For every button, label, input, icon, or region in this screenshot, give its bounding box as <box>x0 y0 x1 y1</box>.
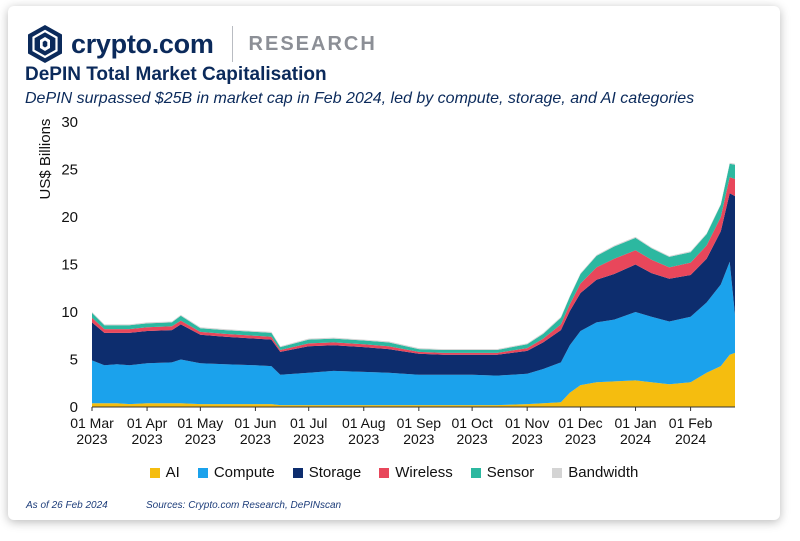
x-tick-label: 2023 <box>76 431 107 447</box>
x-tick-label: 01 Jun <box>234 415 276 431</box>
area-storage <box>92 193 735 376</box>
y-tick-label: 20 <box>61 209 78 226</box>
legend-swatch <box>197 467 208 478</box>
x-tick-label: 2023 <box>293 431 324 447</box>
x-tick-label: 01 Dec <box>558 415 602 431</box>
legend-item-wireless: Wireless <box>379 464 453 481</box>
area-compute <box>92 261 735 406</box>
area-wireless <box>92 177 735 355</box>
y-tick-label: 10 <box>61 304 78 321</box>
y-tick-label: 30 <box>61 114 78 131</box>
x-tick-label: 2023 <box>403 431 434 447</box>
legend-label: Bandwidth <box>568 464 639 481</box>
x-tick-label: 01 May <box>177 415 223 431</box>
y-tick-label: 15 <box>61 257 78 274</box>
x-tick-label: 01 Mar <box>70 415 114 431</box>
legend-swatch <box>470 467 481 478</box>
y-axis-label: US$ Billions <box>37 119 54 200</box>
legend-item-ai: AI <box>149 464 180 481</box>
y-tick-label: 5 <box>70 352 78 369</box>
x-tick-label: 2023 <box>457 431 488 447</box>
legend-swatch <box>149 467 160 478</box>
legend-swatch <box>292 467 303 478</box>
crypto-com-logo-icon <box>28 25 62 63</box>
legend-item-storage: Storage <box>292 464 362 481</box>
legend-label: AI <box>165 464 180 481</box>
y-tick-label: 25 <box>61 162 78 179</box>
x-tick-label: 2023 <box>348 431 379 447</box>
legend-swatch <box>552 467 563 478</box>
x-tick-label: 01 Apr <box>127 415 168 431</box>
chart-card: crypto.com RESEARCH DePIN Total Market C… <box>8 6 780 520</box>
sources-note: Sources: Crypto.com Research, DePINscan <box>146 500 342 511</box>
chart-legend: AI Compute Storage Wireless Sensor Bandwidth <box>8 464 780 481</box>
brand-subtitle: RESEARCH <box>248 32 377 55</box>
legend-label: Wireless <box>395 464 453 481</box>
x-tick-label: 2023 <box>565 431 596 447</box>
chart-title: DePIN Total Market Capitalisation <box>25 64 327 85</box>
stacked-areas <box>92 162 735 407</box>
x-tick-label: 2023 <box>185 431 216 447</box>
x-tick-label: 01 Feb <box>669 415 713 431</box>
legend-label: Storage <box>308 464 362 481</box>
legend-item-compute: Compute <box>197 464 275 481</box>
legend-label: Sensor <box>486 464 535 481</box>
x-tick-label: 2023 <box>512 431 543 447</box>
x-tick-label: 01 Jan <box>615 415 657 431</box>
as-of-note: As of 26 Feb 2024 <box>26 500 108 511</box>
x-tick-label: 2023 <box>131 431 162 447</box>
y-tick-label: 0 <box>70 399 78 416</box>
chart-subtitle: DePIN surpassed $25B in market cap in Fe… <box>25 90 695 107</box>
x-tick-label: 01 Oct <box>451 415 492 431</box>
x-tick-label: 01 Nov <box>505 415 549 431</box>
x-tick-label: 01 Jul <box>290 415 327 431</box>
legend-label: Compute <box>213 464 275 481</box>
legend-item-sensor: Sensor <box>470 464 535 481</box>
x-tick-label: 01 Aug <box>342 415 386 431</box>
x-tick-label: 2024 <box>620 431 651 447</box>
area-sensor <box>92 163 735 353</box>
brand-name: crypto.com <box>71 28 214 59</box>
legend-swatch <box>379 467 390 478</box>
x-tick-label: 2023 <box>240 431 271 447</box>
brand-header: crypto.com RESEARCH <box>25 24 377 64</box>
brand-divider <box>231 26 233 62</box>
legend-item-bandwidth: Bandwidth <box>552 464 638 481</box>
x-tick-label: 01 Sep <box>397 415 442 431</box>
x-tick-label: 2024 <box>675 431 706 447</box>
area-ai <box>92 352 735 407</box>
